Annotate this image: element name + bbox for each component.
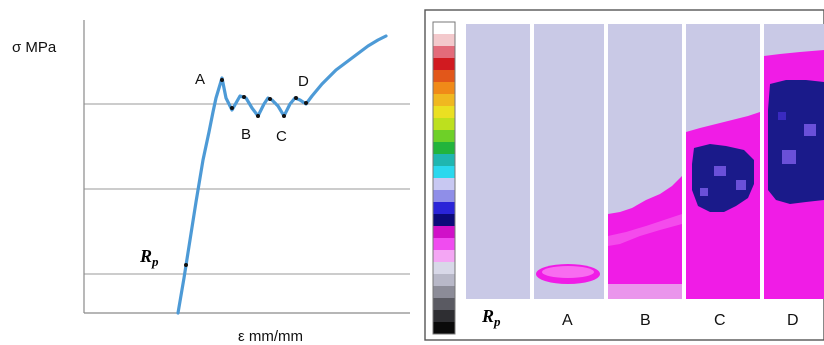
magenta-zone-core	[542, 266, 594, 278]
panel-D	[764, 24, 824, 299]
marker-C	[282, 114, 286, 118]
scale-swatch	[433, 262, 455, 275]
stress-strain-chart: σ MPa ε mm/mm A B C D Rp	[12, 20, 410, 345]
scale-swatch	[433, 178, 455, 191]
point-label-C: C	[276, 128, 287, 145]
marker-peak	[268, 97, 272, 101]
marker-peak	[242, 95, 246, 99]
scale-swatch	[433, 130, 455, 143]
scale-swatch	[433, 274, 455, 287]
marker-dip	[230, 106, 234, 110]
panel-B	[608, 24, 682, 299]
scale-swatch	[433, 58, 455, 71]
scale-swatch	[433, 94, 455, 107]
scale-swatch	[433, 154, 455, 167]
navy-zone-speckle	[700, 188, 708, 196]
navy-zone-speckle	[804, 124, 816, 136]
scale-swatch	[433, 190, 455, 203]
scale-frame	[432, 21, 456, 335]
magenta-zone-fade	[608, 284, 682, 299]
scale-swatch	[433, 214, 455, 227]
x-axis-label: ε mm/mm	[238, 328, 303, 345]
scale-swatch	[433, 166, 455, 179]
scale-swatch	[433, 298, 455, 311]
scale-swatch	[433, 238, 455, 251]
point-label-A: A	[195, 71, 205, 88]
scale-swatch	[433, 322, 455, 335]
scale-swatch	[433, 70, 455, 83]
scale-swatch	[433, 34, 455, 47]
panel-A	[534, 24, 604, 299]
marker-D	[304, 101, 308, 105]
panel-background	[534, 24, 604, 299]
navy-zone-speckle	[782, 150, 796, 164]
navy-zone	[768, 80, 824, 204]
panel-label-D: D	[787, 312, 799, 329]
point-label-B: B	[241, 126, 251, 143]
scale-swatch	[433, 226, 455, 239]
navy-zone-speckle	[736, 180, 746, 190]
panel-label-B: B	[640, 312, 651, 329]
scale-swatch	[433, 118, 455, 131]
magenta-zone	[608, 176, 682, 299]
scale-swatch	[433, 82, 455, 95]
panel-label-A: A	[562, 312, 573, 329]
panel-label-Rp: Rp	[481, 306, 501, 329]
scale-swatch	[433, 250, 455, 263]
scale-swatch	[433, 202, 455, 215]
panel-background	[466, 24, 530, 299]
stress-strain-curve	[176, 34, 388, 315]
navy-zone-speckle	[778, 112, 786, 120]
panel-label-C: C	[714, 312, 726, 329]
y-axis-label: σ MPa	[12, 39, 57, 56]
scale-swatch	[433, 106, 455, 119]
scale-swatch	[433, 22, 455, 35]
point-label-Rp: Rp	[139, 246, 159, 269]
marker-peak	[294, 96, 298, 100]
curve-markers	[184, 78, 308, 267]
panel-C	[686, 24, 760, 299]
panel-Rp	[466, 24, 530, 299]
scale-swatch	[433, 286, 455, 299]
magenta-zone-light	[608, 214, 682, 246]
marker-B	[256, 114, 260, 118]
thermal-figure: Rp A B C D	[424, 9, 824, 341]
marker-Rp	[184, 263, 188, 267]
color-scale-bar	[432, 21, 456, 335]
point-label-D: D	[298, 73, 309, 90]
scale-swatch	[433, 46, 455, 59]
navy-zone-speckle	[714, 166, 726, 176]
marker-A	[220, 78, 224, 82]
scale-swatch	[433, 310, 455, 323]
scale-swatch	[433, 142, 455, 155]
